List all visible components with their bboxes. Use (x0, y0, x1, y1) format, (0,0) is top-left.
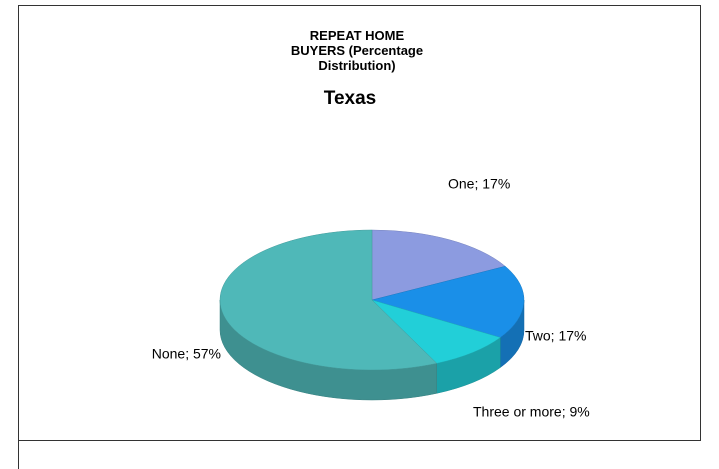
slice (371, 229, 506, 301)
slice (371, 266, 525, 338)
chart-subtitle: Texas (323, 88, 377, 109)
data-label: None; 57% (152, 346, 221, 362)
frame (18, 5, 701, 441)
data-label: One; 17% (448, 176, 510, 192)
chart-title: REPEAT HOME BUYERS (Percentage Distribut… (290, 28, 424, 73)
pie (219, 229, 525, 401)
data-label: Three or more; 9% (473, 404, 590, 420)
slice (219, 229, 438, 371)
data-label: Two; 17% (525, 328, 586, 344)
slice (371, 299, 501, 364)
